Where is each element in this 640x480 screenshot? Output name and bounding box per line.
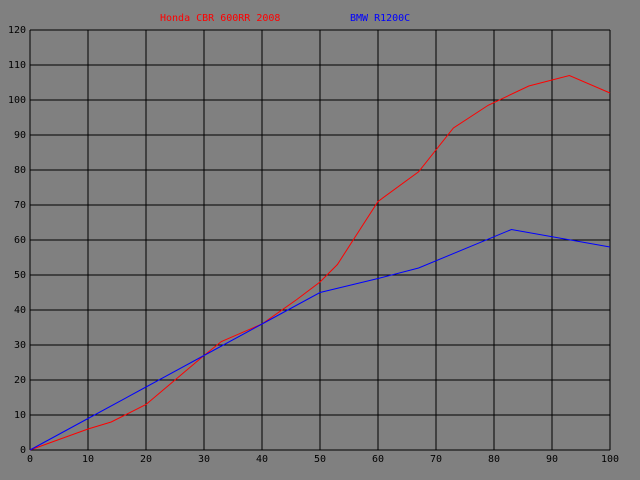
- y-tick-label: 120: [8, 25, 26, 36]
- y-tick-label: 110: [8, 60, 26, 71]
- series-line: [29, 74, 611, 451]
- y-tick-label: 0: [20, 445, 26, 456]
- x-tick-label: 20: [140, 454, 152, 465]
- x-tick-label: 30: [198, 454, 210, 465]
- x-tick-label: 100: [601, 454, 619, 465]
- x-tick-label: 80: [488, 454, 500, 465]
- y-tick-label: 90: [14, 130, 26, 141]
- y-tick-label: 80: [14, 165, 26, 176]
- y-tick-label: 20: [14, 375, 26, 386]
- x-tick-label: 0: [27, 454, 33, 465]
- y-tick-label: 30: [14, 340, 26, 351]
- x-tick-label: 50: [314, 454, 326, 465]
- y-tick-label: 100: [8, 95, 26, 106]
- y-tick-label: 60: [14, 235, 26, 246]
- y-tick-label: 70: [14, 200, 26, 211]
- legend-entry: BMW R1200C: [350, 13, 410, 24]
- y-tick-label: 50: [14, 270, 26, 281]
- x-tick-label: 60: [372, 454, 384, 465]
- x-tick-label: 10: [82, 454, 94, 465]
- x-tick-label: 90: [546, 454, 558, 465]
- x-tick-label: 70: [430, 454, 442, 465]
- legend-entry: Honda CBR 600RR 2008: [160, 13, 280, 24]
- series-line: [29, 228, 611, 451]
- y-tick-label: 40: [14, 305, 26, 316]
- y-tick-label: 10: [14, 410, 26, 421]
- x-tick-label: 40: [256, 454, 268, 465]
